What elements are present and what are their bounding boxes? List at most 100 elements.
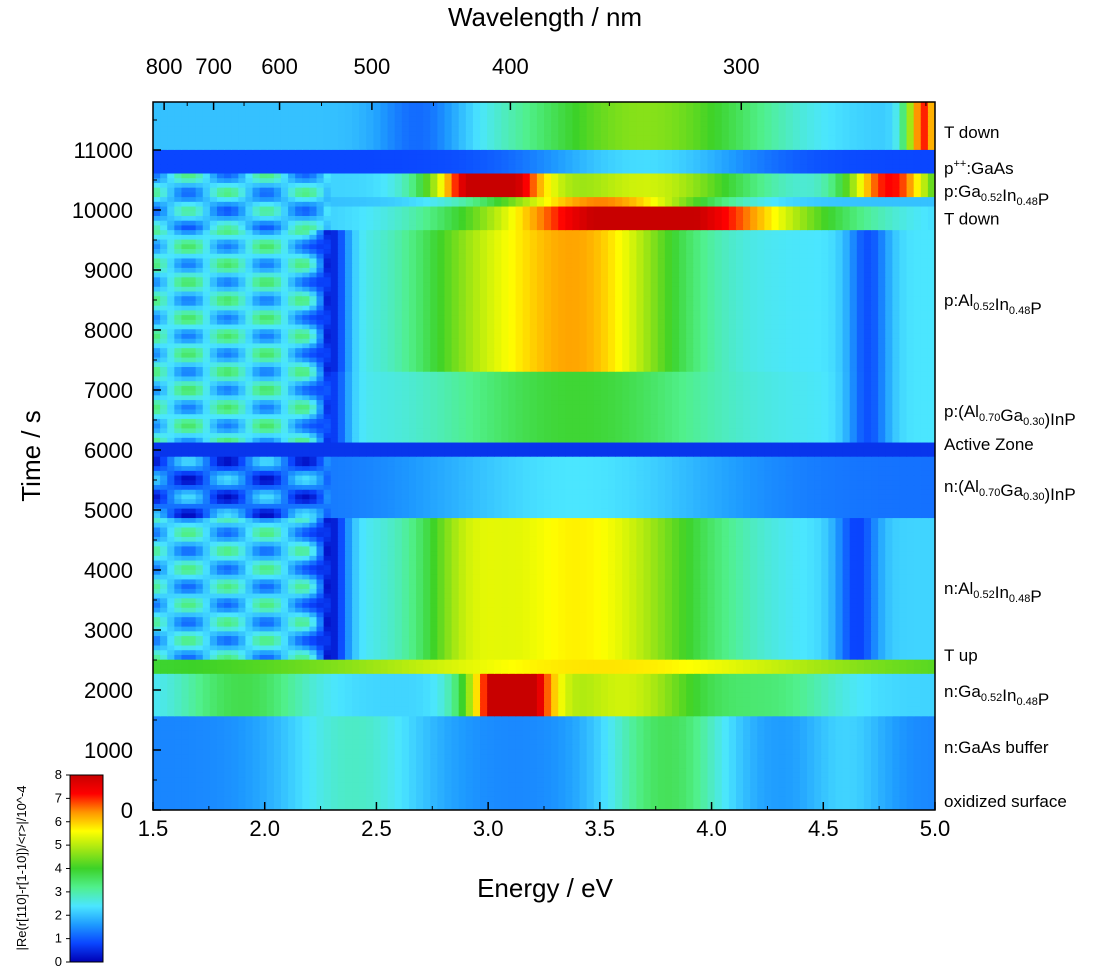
heat-cell bbox=[280, 706, 289, 712]
heat-cell bbox=[373, 762, 382, 769]
heat-cell bbox=[302, 607, 311, 613]
heat-cell bbox=[693, 644, 702, 651]
heat-cell bbox=[259, 805, 268, 810]
heat-cell bbox=[693, 748, 702, 755]
heat-cell bbox=[366, 734, 375, 740]
heat-cell bbox=[643, 720, 652, 726]
heat-cell bbox=[167, 592, 176, 599]
heat-cell bbox=[586, 720, 595, 726]
heat-cell bbox=[330, 635, 339, 641]
heat-cell bbox=[487, 706, 495, 712]
heat-cell bbox=[408, 706, 417, 712]
heat-cell bbox=[394, 710, 403, 717]
heat-cell bbox=[551, 706, 559, 712]
heat-cell bbox=[437, 786, 446, 792]
heat-cell bbox=[352, 654, 360, 660]
heat-cell bbox=[195, 767, 204, 773]
heat-cell bbox=[878, 762, 886, 769]
heat-cell bbox=[231, 800, 240, 806]
heat-cell bbox=[522, 644, 531, 651]
heat-cell bbox=[792, 762, 801, 769]
heat-cell bbox=[664, 654, 673, 660]
heat-cell bbox=[906, 668, 915, 674]
heat-cell bbox=[913, 597, 922, 604]
heat-cell bbox=[430, 772, 439, 778]
heat-cell bbox=[579, 743, 588, 750]
heat-cell bbox=[863, 611, 872, 618]
heat-cell bbox=[273, 743, 282, 750]
heat-cell bbox=[231, 607, 240, 613]
heat-cell bbox=[487, 635, 495, 641]
heat-cell bbox=[771, 715, 780, 722]
heat-cell bbox=[216, 762, 225, 769]
heat-cell bbox=[231, 762, 240, 769]
heat-cell bbox=[238, 602, 247, 608]
heat-cell bbox=[757, 795, 766, 802]
heat-cell bbox=[771, 687, 780, 693]
heat-cell bbox=[671, 776, 680, 783]
heat-cell bbox=[927, 739, 935, 745]
heat-cell bbox=[558, 715, 567, 722]
heat-cell bbox=[572, 625, 581, 632]
heat-cell bbox=[202, 687, 211, 693]
heat-cell bbox=[572, 649, 581, 655]
heat-cell bbox=[565, 706, 574, 712]
heat-cell bbox=[465, 734, 474, 740]
heat-cell bbox=[544, 729, 552, 736]
heat-cell bbox=[508, 748, 517, 755]
heat-cell bbox=[288, 781, 296, 788]
heat-cell bbox=[181, 767, 190, 773]
heat-cell bbox=[693, 696, 702, 703]
heat-cell bbox=[657, 800, 666, 806]
heat-cell bbox=[892, 692, 901, 698]
heat-cell bbox=[714, 644, 723, 651]
heat-cell bbox=[657, 654, 666, 660]
heat-cell bbox=[757, 725, 766, 731]
heat-cell bbox=[764, 805, 773, 810]
heat-cell bbox=[416, 715, 424, 722]
heat-cell bbox=[579, 772, 588, 778]
heat-cell bbox=[558, 607, 567, 613]
heat-cell bbox=[920, 734, 929, 740]
heat-cell bbox=[480, 748, 488, 755]
heat-cell bbox=[344, 762, 353, 769]
heat-cell bbox=[437, 706, 446, 712]
heat-cell bbox=[636, 720, 645, 726]
heat-cell bbox=[863, 696, 872, 703]
heat-cell bbox=[487, 729, 495, 736]
heat-cell bbox=[195, 654, 204, 660]
heat-cell bbox=[849, 668, 858, 674]
heat-cell bbox=[202, 729, 211, 736]
heat-cell bbox=[366, 668, 375, 674]
heat-cell bbox=[615, 753, 623, 759]
heat-cell bbox=[323, 772, 332, 778]
heat-cell bbox=[174, 786, 183, 792]
heat-cell bbox=[600, 701, 609, 707]
heat-cell bbox=[671, 635, 680, 641]
heat-cell bbox=[629, 663, 638, 670]
heat-cell bbox=[757, 776, 766, 783]
heat-cell bbox=[309, 729, 318, 736]
heat-cell bbox=[202, 611, 211, 618]
heat-cell bbox=[792, 767, 801, 773]
heat-cell bbox=[480, 762, 488, 769]
heat-cell bbox=[266, 592, 275, 599]
heat-cell bbox=[480, 786, 488, 792]
heat-cell bbox=[679, 682, 687, 688]
heat-cell bbox=[714, 762, 723, 769]
heat-cell bbox=[849, 786, 858, 792]
heat-cell bbox=[750, 758, 758, 764]
heat-cell bbox=[600, 729, 609, 736]
heat-cell bbox=[515, 692, 524, 698]
heat-cell bbox=[607, 706, 616, 712]
heat-cell bbox=[480, 696, 488, 703]
heat-cell bbox=[586, 706, 595, 712]
heat-cell bbox=[536, 729, 545, 736]
heat-cell bbox=[529, 597, 538, 604]
heat-cell bbox=[522, 635, 531, 641]
heat-cell bbox=[629, 800, 638, 806]
heat-cell bbox=[714, 748, 723, 755]
heat-cell bbox=[707, 753, 716, 759]
heat-cell bbox=[771, 597, 780, 604]
heat-cell bbox=[181, 725, 190, 731]
